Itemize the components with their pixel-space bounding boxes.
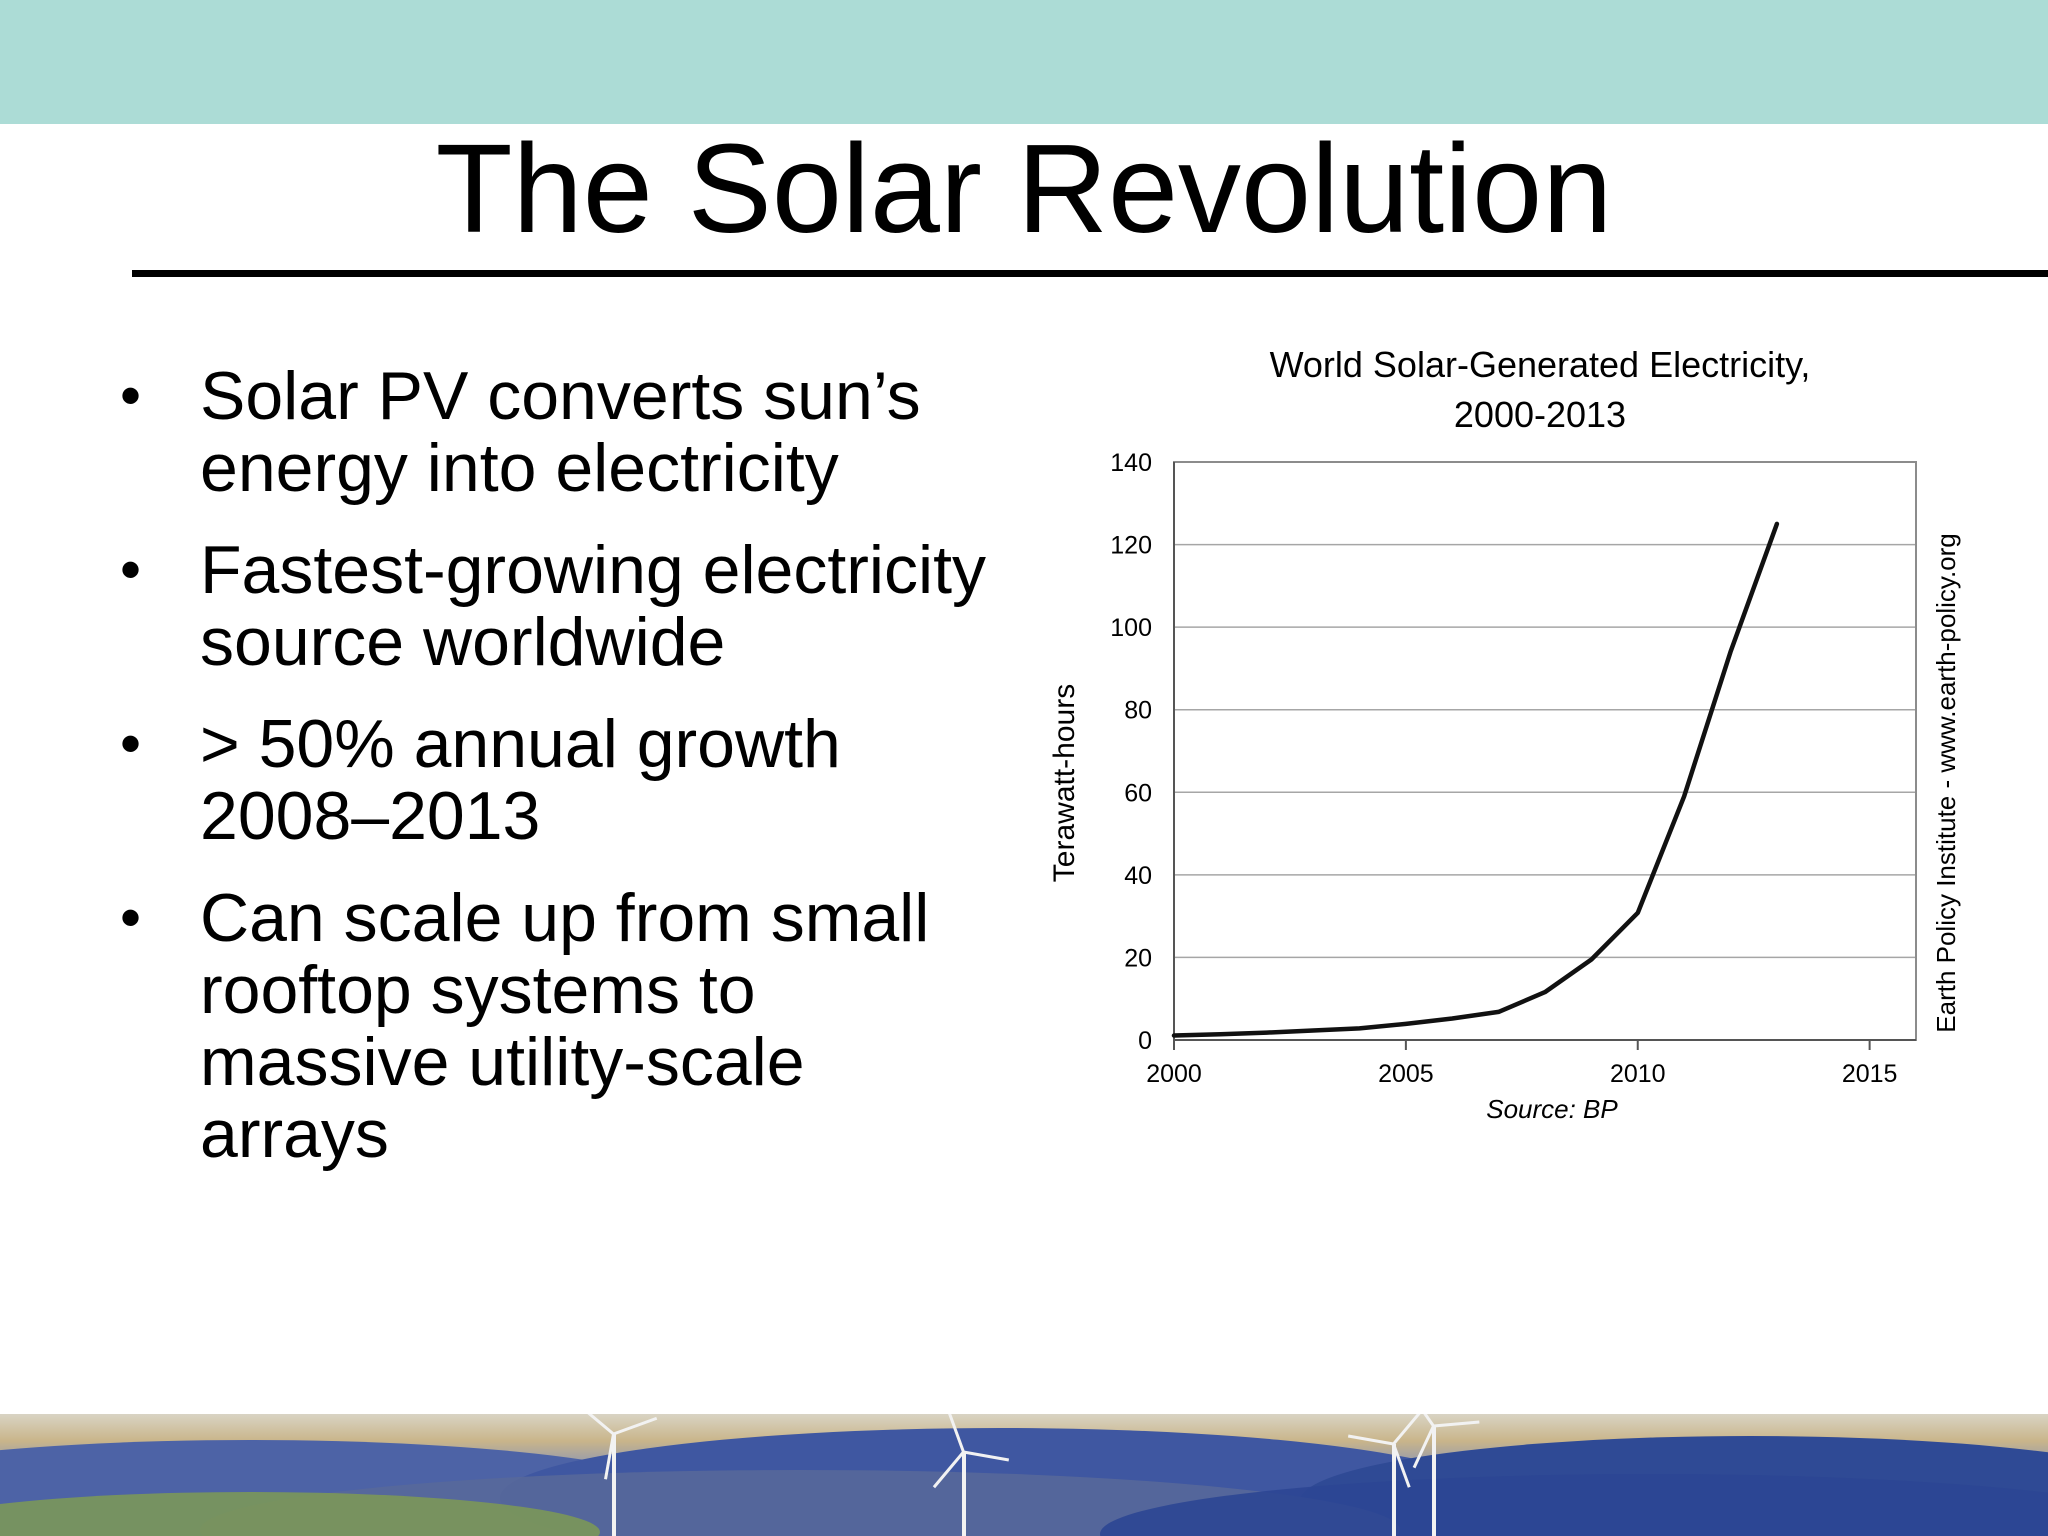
plot-frame — [1173, 461, 1917, 1041]
x-tick-label: 2005 — [1378, 1060, 1434, 1088]
bullet-item: Fastest-growing electricity source world… — [120, 534, 1000, 678]
chart-subtitle: 2000-2013 — [1454, 394, 1626, 435]
bullet-list: Solar PV converts sun’s energy into elec… — [120, 360, 1000, 1200]
bullet-item: > 50% annual growth 2008–2013 — [120, 708, 1000, 852]
x-tick-labels: 2000 2005 2010 2015 — [1146, 1060, 1897, 1088]
y-tick-labels: 0 20 40 60 80 100 120 140 — [1110, 449, 1152, 1055]
y-tick-label: 40 — [1124, 862, 1152, 890]
series-line — [1171, 521, 1780, 1038]
bullet-item: Can scale up from small rooftop systems … — [120, 882, 1000, 1170]
wind-farm-landscape — [0, 1414, 2048, 1536]
title-rule — [132, 270, 2048, 277]
y-tick-label: 80 — [1124, 697, 1152, 725]
axes — [1173, 461, 1917, 1050]
grid-lines — [1174, 543, 1916, 959]
x-tick-label: 2010 — [1610, 1060, 1666, 1088]
y-axis-label: Terawatt-hours — [1048, 684, 1081, 882]
solar-electricity-chart: World Solar-Generated Electricity, 2000-… — [1048, 344, 1961, 1124]
source-label: Source: BP — [1486, 1094, 1618, 1124]
y-tick-label: 140 — [1110, 449, 1152, 477]
y-tick-label: 60 — [1124, 779, 1152, 807]
series-layer — [1171, 521, 1780, 1038]
y-tick-label: 100 — [1110, 614, 1152, 642]
x-tick-label: 2000 — [1146, 1060, 1202, 1088]
y-tick-label: 120 — [1110, 532, 1152, 560]
top-band — [0, 0, 2048, 124]
bullet-item: Solar PV converts sun’s energy into elec… — [120, 360, 1000, 504]
credit-label: Earth Policy Institute - www.earth-polic… — [1931, 533, 1961, 1032]
x-tick-label: 2015 — [1842, 1060, 1898, 1088]
y-tick-label: 0 — [1138, 1027, 1152, 1055]
y-tick-label: 20 — [1124, 944, 1152, 972]
slide-title: The Solar Revolution — [435, 118, 1613, 259]
chart-title: World Solar-Generated Electricity, — [1270, 344, 1811, 385]
